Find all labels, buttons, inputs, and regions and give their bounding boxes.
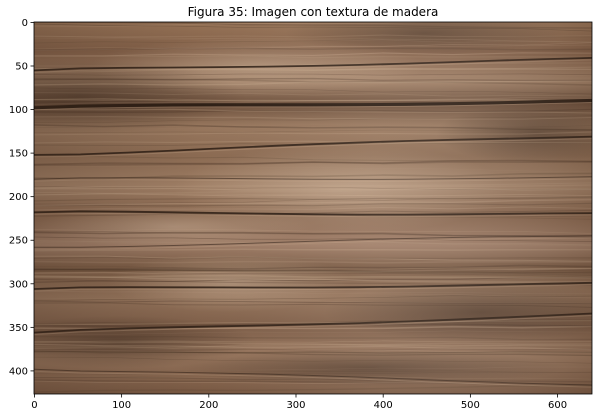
- x-tick-label: 400: [374, 400, 393, 411]
- wood-shading: [34, 22, 592, 394]
- axes-frame: [33, 21, 593, 395]
- y-tick-label: 300: [9, 279, 28, 290]
- y-tick-label: 350: [9, 323, 28, 334]
- y-tick-label: 100: [9, 105, 28, 116]
- x-tick-label: 200: [199, 400, 218, 411]
- y-tick-label: 400: [9, 366, 28, 377]
- y-tick-label: 150: [9, 149, 28, 160]
- x-tick-label: 600: [548, 400, 567, 411]
- x-tick-label: 0: [31, 400, 37, 411]
- y-tick-label: 50: [15, 61, 28, 72]
- wood-texture-image: [34, 22, 592, 394]
- x-axis: 0 100 200 300 400 500 600: [31, 394, 567, 411]
- x-tick-label: 500: [461, 400, 480, 411]
- y-tick-label: 0: [22, 18, 28, 29]
- chart-title: Figura 35: Imagen con textura de madera: [188, 5, 439, 19]
- y-axis: 0 50 100 150 200 250 300 350 400: [9, 18, 34, 377]
- x-tick-label: 300: [286, 400, 305, 411]
- x-tick-label: 100: [112, 400, 131, 411]
- y-tick-label: 250: [9, 236, 28, 247]
- y-tick-label: 200: [9, 192, 28, 203]
